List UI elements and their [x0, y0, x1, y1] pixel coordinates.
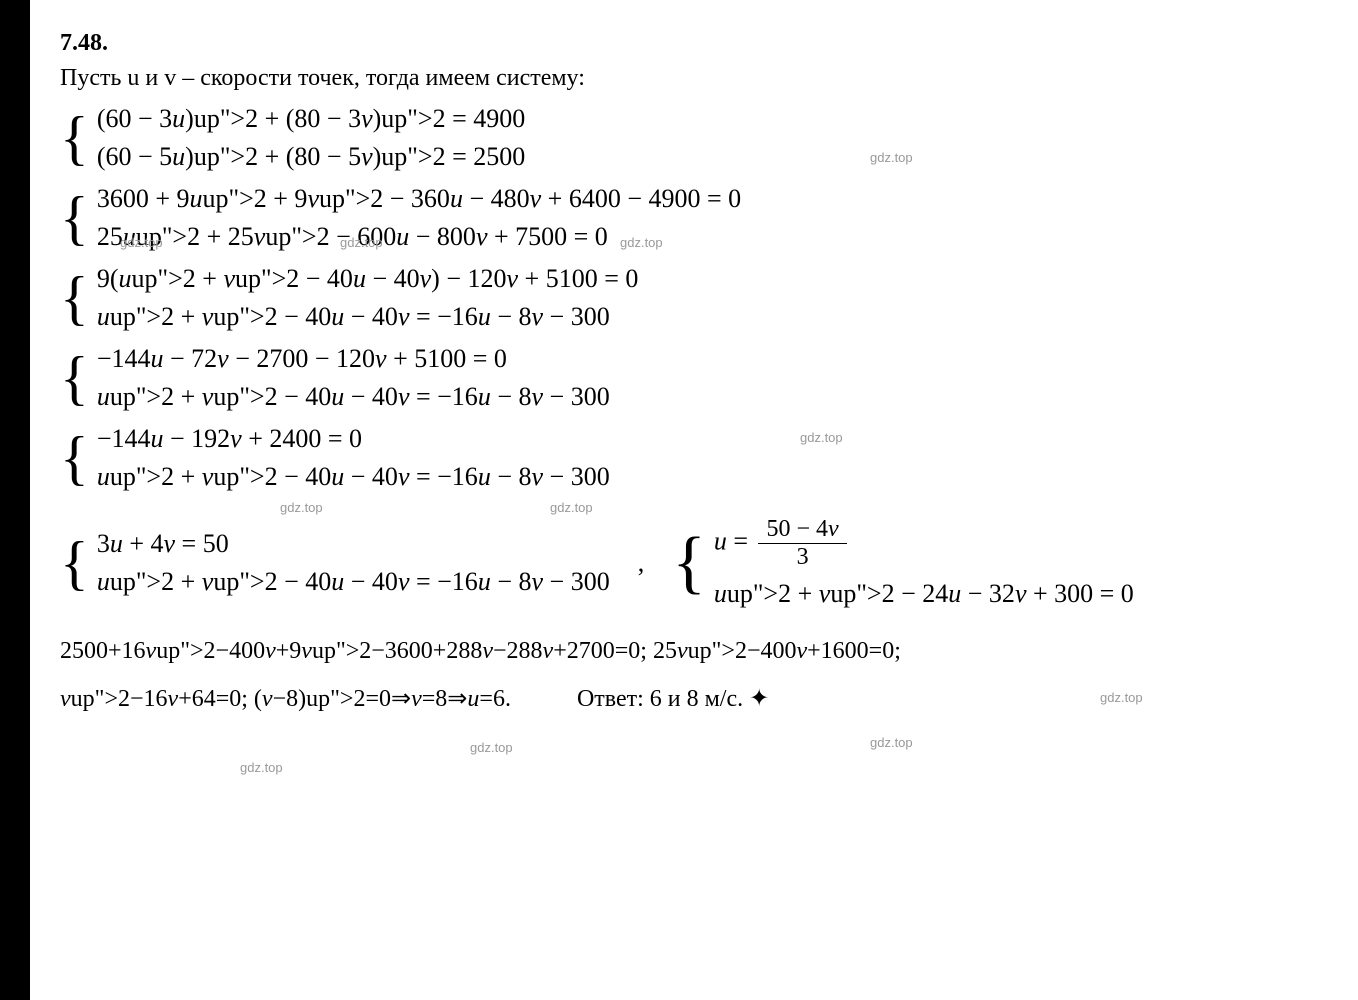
answer-label: Ответ: 6 и 8 м/с. ✦: [577, 686, 769, 712]
watermark: gdz.top: [870, 150, 913, 165]
system-2: { 3600 + 9uup">2 + 9vup">2 − 360u − 480v…: [60, 184, 1318, 252]
watermark: gdz.top: [620, 235, 663, 250]
watermark: gdz.top: [340, 235, 383, 250]
equation: −144u − 192v + 2400 = 0: [97, 424, 610, 454]
watermark: gdz.top: [550, 500, 593, 515]
equation: 9(uup">2 + vup">2 − 40u − 40v) − 120v + …: [97, 264, 639, 294]
brace-icon: {: [60, 348, 89, 408]
brace-icon: {: [60, 428, 89, 488]
brace-icon: {: [60, 533, 89, 593]
brace-icon: {: [672, 528, 706, 598]
watermark: gdz.top: [470, 740, 513, 755]
brace-icon: {: [60, 188, 89, 248]
equation: uup">2 + vup">2 − 40u − 40v = −16u − 8v …: [97, 302, 639, 332]
brace-icon: {: [60, 108, 89, 168]
system-5: { −144u − 192v + 2400 = 0 uup">2 + vup">…: [60, 424, 1318, 492]
final-calc-1: 2500+16vup">2−400v+9vup">2−3600+288v−288…: [60, 633, 1318, 669]
watermark: gdz.top: [120, 235, 163, 250]
equation: 3600 + 9uup">2 + 9vup">2 − 360u − 480v +…: [97, 184, 741, 214]
equation: uup">2 + vup">2 − 24u − 32v + 300 = 0: [714, 579, 1134, 609]
watermark: gdz.top: [1100, 690, 1143, 705]
watermark: gdz.top: [870, 735, 913, 750]
equation: uup">2 + vup">2 − 40u − 40v = −16u − 8v …: [97, 567, 610, 597]
equation: (60 − 3u)up">2 + (80 − 3v)up">2 = 4900: [97, 104, 525, 134]
equation: uup">2 + vup">2 − 40u − 40v = −16u − 8v …: [97, 382, 610, 412]
watermark: gdz.top: [280, 500, 323, 515]
brace-icon: {: [60, 268, 89, 328]
equation: (60 − 5u)up">2 + (80 − 5v)up">2 = 2500: [97, 142, 525, 172]
equation: u = 50 − 4v3: [714, 516, 1134, 571]
system-3: { 9(uup">2 + vup">2 − 40u − 40v) − 120v …: [60, 264, 1318, 332]
separator: ,: [638, 548, 645, 578]
equation: −144u − 72v − 2700 − 120v + 5100 = 0: [97, 344, 610, 374]
dual-system: { 3u + 4v = 50 uup">2 + vup">2 − 40u − 4…: [60, 504, 1318, 621]
equation: uup">2 + vup">2 − 40u − 40v = −16u − 8v …: [97, 462, 610, 492]
problem-number: 7.48.: [60, 30, 1318, 57]
problem-intro: Пусть u и v – скорости точек, тогда имее…: [60, 65, 1318, 92]
watermark: gdz.top: [240, 760, 283, 775]
system-4: { −144u − 72v − 2700 − 120v + 5100 = 0 u…: [60, 344, 1318, 412]
watermark: gdz.top: [800, 430, 843, 445]
system-1: { (60 − 3u)up">2 + (80 − 3v)up">2 = 4900…: [60, 104, 1318, 172]
equation: 3u + 4v = 50: [97, 529, 610, 559]
